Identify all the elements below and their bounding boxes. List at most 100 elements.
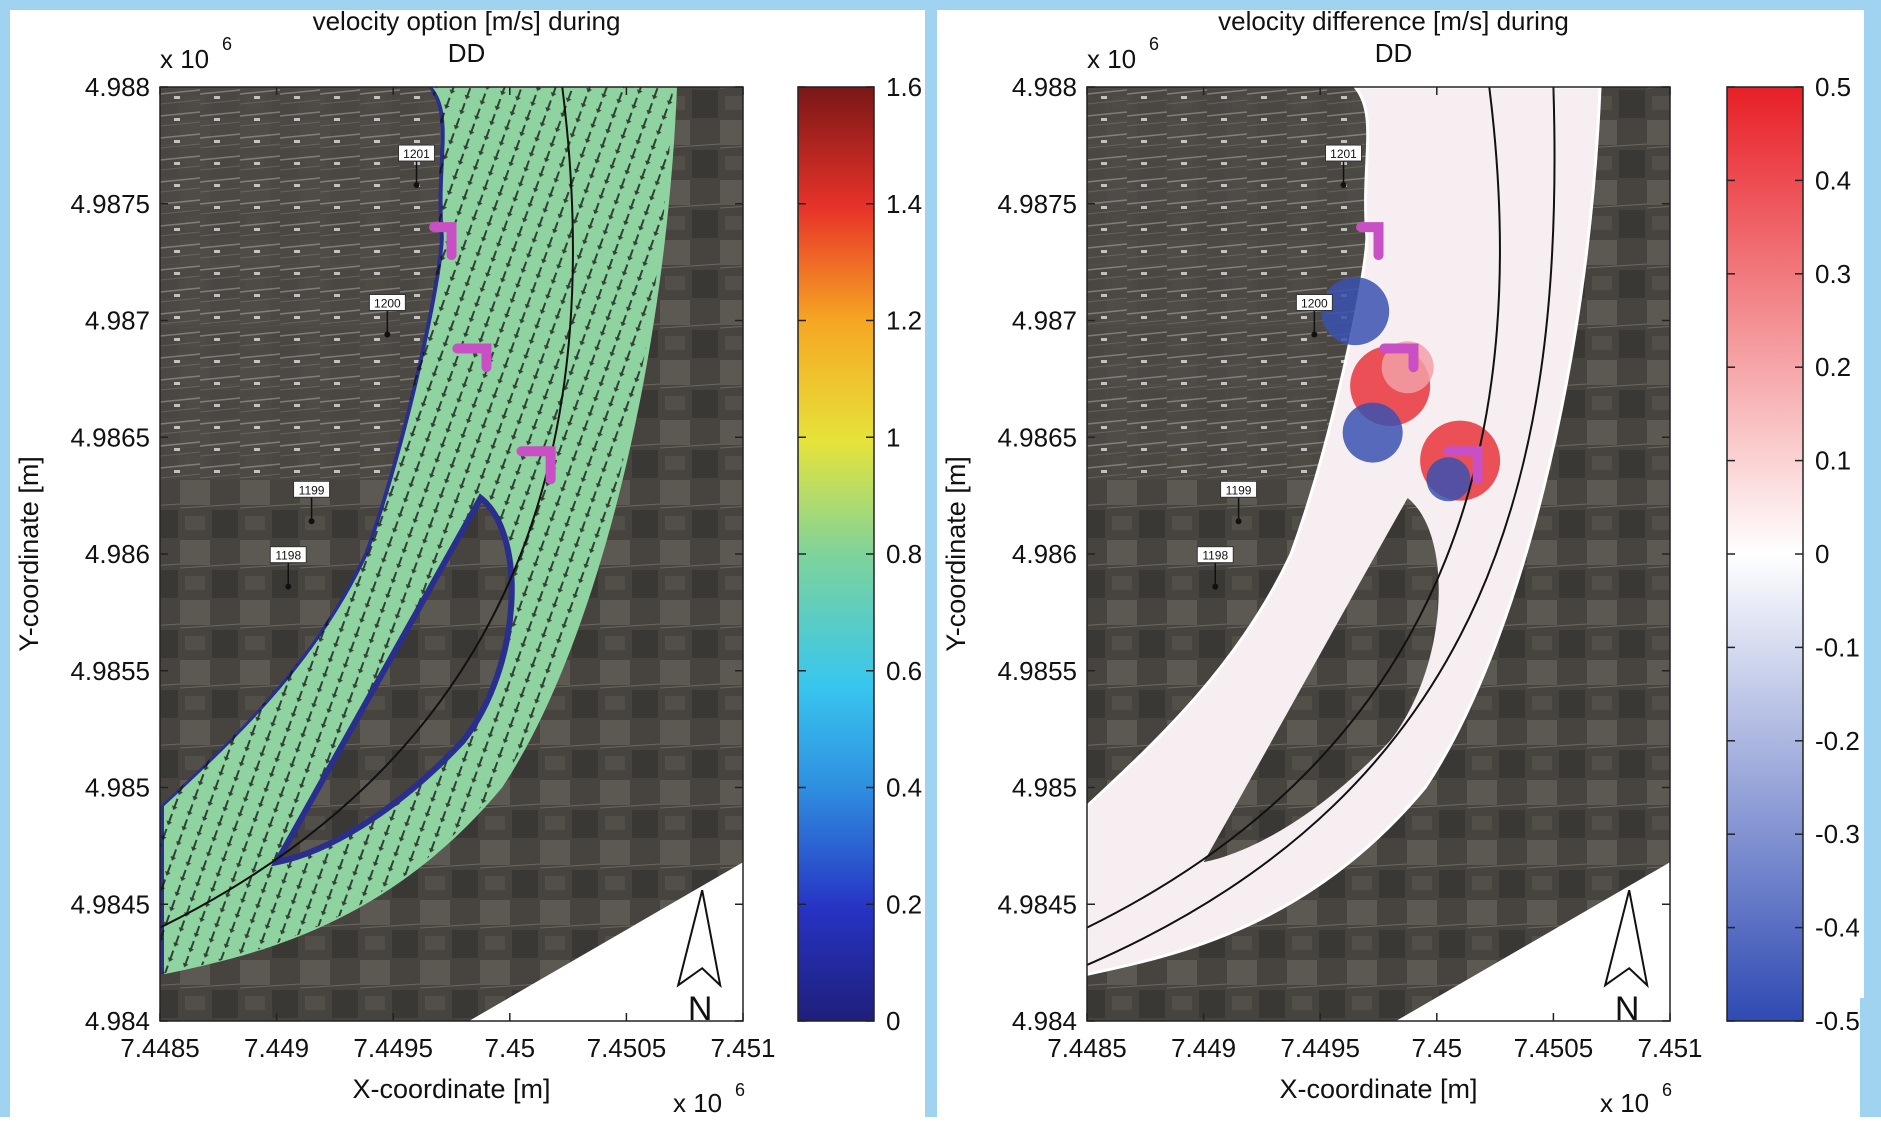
point-label: 1201 xyxy=(1330,147,1357,161)
difference-blob xyxy=(1426,457,1471,502)
y-tick-label: 4.987 xyxy=(85,306,150,336)
y-tick-label: 4.9855 xyxy=(997,656,1077,686)
colorbar-tick-label: -0.3 xyxy=(1815,819,1860,849)
page-accent-top xyxy=(0,0,1881,10)
y-exponent-sup: 6 xyxy=(222,34,232,54)
groyne-marker xyxy=(1356,222,1384,261)
point-label-box xyxy=(398,144,436,162)
colorbar-tick-label: -0.5 xyxy=(1815,1006,1860,1036)
colorbar-tick-label: 0.8 xyxy=(886,539,922,569)
x-axis-label: X-coordinate [m] xyxy=(352,1074,550,1104)
colorbar-tick-label: 0 xyxy=(886,1006,900,1036)
colorbar-tick-label: 0.3 xyxy=(1815,259,1851,289)
difference-blob xyxy=(1342,402,1403,463)
colorbar-tick-label: 1.4 xyxy=(886,189,922,219)
colorbar-tick-label: 0 xyxy=(1815,539,1829,569)
point-label-box xyxy=(269,546,307,564)
colorbar-tick-label: 0.1 xyxy=(1815,446,1851,476)
difference-panel: 1201 1200 1199 1198 N 7.4485 7.449 7.4495 7.45 7.… xyxy=(937,6,1860,1118)
point-label: 1198 xyxy=(1202,549,1228,563)
chart-title-line-1: velocity option [m/s] during xyxy=(313,6,621,36)
point-dot xyxy=(308,518,315,525)
x-tick-label: 7.451 xyxy=(710,1033,775,1063)
y-tick-label: 4.988 xyxy=(1012,72,1077,102)
chart-title-line-2: DD xyxy=(1375,38,1413,68)
x-exponent-label: x 10 xyxy=(1600,1088,1649,1117)
y-tick-label: 4.9875 xyxy=(997,189,1077,219)
colorbar-tick-label: 1 xyxy=(886,422,900,452)
point-dot xyxy=(285,583,292,590)
y-tick-label: 4.9875 xyxy=(70,189,150,219)
x-tick-label: 7.4505 xyxy=(587,1033,667,1063)
groyne-marker xyxy=(1379,343,1419,373)
island xyxy=(1203,497,1439,863)
no-data-area xyxy=(468,862,743,1021)
difference-field xyxy=(1085,85,1602,977)
y-tick-label: 4.988 xyxy=(85,72,150,102)
colorbar-tick-label: 0.2 xyxy=(886,889,922,919)
colorbar-tick-label: 0.2 xyxy=(1815,352,1851,382)
y-tick-label: 4.985 xyxy=(1012,773,1077,803)
point-label: 1198 xyxy=(275,549,301,563)
north-arrow xyxy=(1603,889,1649,989)
colorbar-tick-label: -0.4 xyxy=(1815,913,1860,943)
point-label: 1199 xyxy=(299,483,325,497)
y-tick-label: 4.9845 xyxy=(70,889,150,919)
x-tick-label: 7.449 xyxy=(1171,1033,1236,1063)
y-axis-label: Y-coordinate [m] xyxy=(14,456,44,652)
point-label: 1201 xyxy=(403,147,430,161)
colorbar-tick-label: -0.2 xyxy=(1815,726,1860,756)
y-tick-label: 4.9855 xyxy=(70,656,150,686)
colorbar-tick-label: 0.4 xyxy=(886,773,922,803)
colorbar xyxy=(797,86,875,1022)
point-dot xyxy=(1235,518,1242,525)
satellite-fields xyxy=(160,87,440,480)
groyne-marker xyxy=(429,222,457,261)
point-dot xyxy=(1311,331,1318,338)
colorbar xyxy=(1726,86,1804,1022)
north-arrow xyxy=(676,889,722,989)
groyne-marker xyxy=(452,343,492,373)
x-tick-label: 7.451 xyxy=(1637,1033,1702,1063)
x-tick-label: 7.4495 xyxy=(1280,1033,1360,1063)
point-dot xyxy=(413,182,420,189)
y-tick-label: 4.9865 xyxy=(70,422,150,452)
y-axis-label: Y-coordinate [m] xyxy=(941,456,971,652)
difference-blob xyxy=(1381,341,1434,394)
point-label: 1199 xyxy=(1226,483,1252,497)
north-label: N xyxy=(688,990,713,1028)
groyne-marker xyxy=(516,446,556,485)
y-tick-label: 4.984 xyxy=(85,1006,150,1036)
navigation-line xyxy=(1086,86,1501,929)
velocity-vectors xyxy=(160,87,674,975)
difference-blob xyxy=(1321,277,1390,346)
y-exponent-label: x 10 xyxy=(1087,44,1136,74)
x-tick-label: 7.4485 xyxy=(120,1033,200,1063)
chart-title-line-1: velocity difference [m/s] during xyxy=(1218,6,1569,36)
x-tick-label: 7.45 xyxy=(1411,1033,1462,1063)
point-label-box xyxy=(1220,480,1258,498)
x-tick-label: 7.45 xyxy=(484,1033,535,1063)
point-label-box xyxy=(1196,546,1234,564)
point-label: 1200 xyxy=(374,297,401,311)
y-tick-label: 4.986 xyxy=(1012,539,1077,569)
chart-title-line-2: DD xyxy=(448,38,486,68)
point-label-box xyxy=(1325,144,1363,162)
page-accent-bottom-right xyxy=(1860,998,1881,1117)
colorbar-tick-label: 0.6 xyxy=(886,656,922,686)
groyne-marker xyxy=(1443,446,1483,485)
y-exponent-sup: 6 xyxy=(1149,34,1159,54)
x-exponent-sup: 6 xyxy=(1662,1080,1672,1100)
point-dot xyxy=(1212,583,1219,590)
y-tick-label: 4.987 xyxy=(1012,306,1077,336)
colorbar-tick-label: 1.6 xyxy=(886,72,922,102)
x-tick-label: 7.4495 xyxy=(353,1033,433,1063)
point-label-box xyxy=(1295,294,1333,311)
y-exponent-label: x 10 xyxy=(160,44,209,74)
point-label-box xyxy=(368,294,406,311)
x-axis-label: X-coordinate [m] xyxy=(1279,1074,1477,1104)
y-tick-label: 4.9865 xyxy=(997,422,1077,452)
x-tick-label: 7.449 xyxy=(244,1033,309,1063)
y-tick-label: 4.9845 xyxy=(997,889,1077,919)
